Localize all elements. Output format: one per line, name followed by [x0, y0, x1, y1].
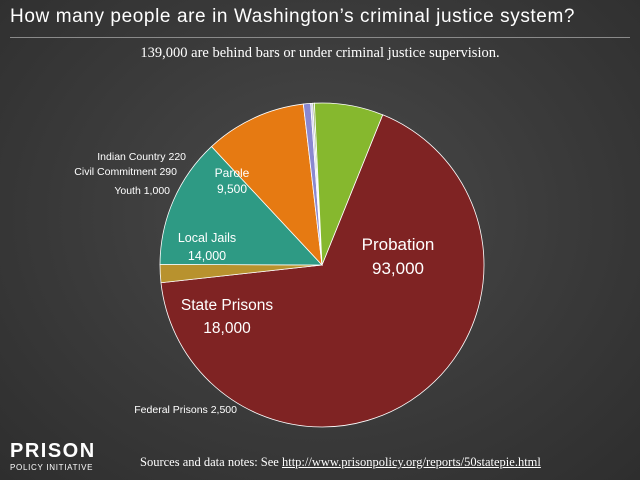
chart-title: How many people are in Washington’s crim…: [10, 6, 576, 27]
chart-subtitle: 139,000 are behind bars or under crimina…: [140, 45, 500, 61]
label-federal-prisons: Federal Prisons 2,500: [134, 404, 237, 416]
label-youth: Youth 1,000: [114, 185, 170, 197]
slice-local-jails: [210, 103, 323, 267]
prison-policy-logo-subtitle: POLICY INITIATIVE: [10, 463, 94, 472]
slice-parole: [313, 102, 384, 266]
label-state-prisons: State Prisons 18,000: [181, 297, 273, 337]
label-indian-country: Indian Country 220: [97, 151, 186, 163]
label-parole: Parole 9,500: [215, 166, 250, 196]
slice-state-prisons: [159, 145, 323, 266]
source-prefix: Sources and data notes: See: [140, 455, 282, 469]
label-local-jails: Local Jails 14,000: [178, 231, 236, 263]
title-divider: [10, 37, 630, 38]
pie-slices: [159, 102, 485, 428]
slice-probation: [160, 114, 485, 428]
source-note: Sources and data notes: See http://www.p…: [140, 455, 640, 470]
source-link[interactable]: http://www.prisonpolicy.org/reports/50st…: [281, 455, 541, 469]
label-probation: Probation 93,000: [362, 235, 435, 278]
prison-policy-logo: PRISON: [10, 440, 96, 462]
label-civil-commitment: Civil Commitment 290: [74, 166, 177, 178]
